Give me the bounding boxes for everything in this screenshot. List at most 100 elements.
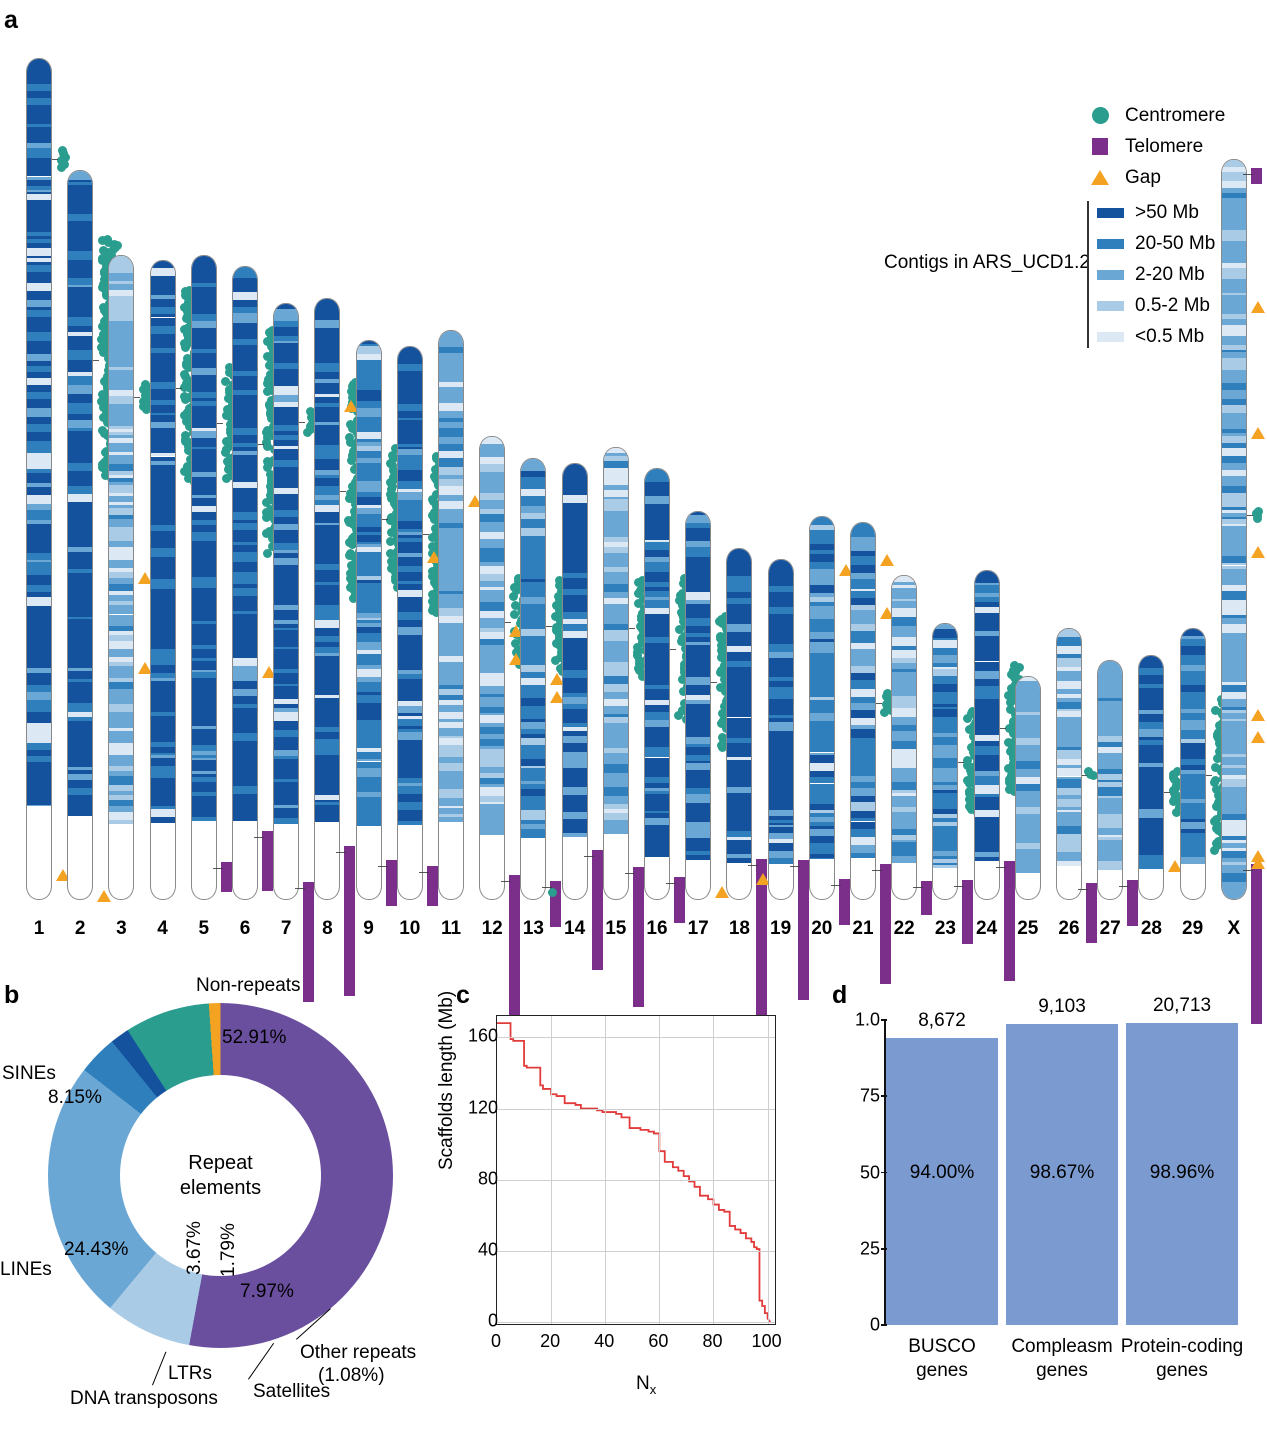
telomere-marker[interactable] xyxy=(262,830,273,891)
contig-band xyxy=(439,806,463,809)
gap-marker[interactable] xyxy=(1250,856,1265,869)
contig-band xyxy=(150,614,175,623)
contig-band xyxy=(150,556,175,563)
gap-marker[interactable] xyxy=(1250,545,1265,558)
telomere-marker[interactable] xyxy=(303,882,315,1003)
contig-band xyxy=(191,692,216,700)
gap-marker[interactable] xyxy=(550,690,565,703)
centromere-dot xyxy=(180,343,190,353)
contig-band xyxy=(1180,680,1205,686)
gap-marker[interactable] xyxy=(344,400,359,413)
centromere-dot xyxy=(389,453,399,463)
contig-band xyxy=(1015,731,1040,738)
telomere-marker[interactable] xyxy=(838,878,850,925)
contig-band xyxy=(1139,713,1164,722)
centromere-dot xyxy=(963,755,973,765)
contig-band xyxy=(68,564,93,567)
contig-band xyxy=(191,306,216,315)
bar-0[interactable] xyxy=(886,1038,998,1325)
gap-marker[interactable] xyxy=(97,890,112,903)
contig-band xyxy=(645,712,669,721)
contig-band xyxy=(974,656,999,662)
centromere-marker[interactable] xyxy=(880,689,897,718)
contig-band xyxy=(1221,230,1246,237)
contig-band xyxy=(1098,691,1123,699)
centromere-dot xyxy=(227,402,237,412)
gap-marker[interactable] xyxy=(880,606,894,619)
gap-marker[interactable] xyxy=(262,665,276,678)
chromosome-label-25: 25 xyxy=(1017,918,1039,939)
centromere-dot xyxy=(1007,693,1017,703)
centromere-leader-line xyxy=(299,422,306,424)
telomere-marker[interactable] xyxy=(1250,864,1262,1025)
gap-marker[interactable] xyxy=(1250,301,1265,314)
gap-marker[interactable] xyxy=(756,872,771,885)
gap-marker[interactable] xyxy=(426,550,441,563)
contig-band xyxy=(68,552,93,561)
centromere-marker[interactable] xyxy=(303,407,320,438)
contig-band xyxy=(150,499,175,507)
contig-band xyxy=(233,565,257,572)
contig-band xyxy=(521,578,546,582)
telomere-marker[interactable] xyxy=(632,866,644,1007)
bar-2[interactable] xyxy=(1126,1023,1238,1325)
telomere-marker[interactable] xyxy=(1127,879,1139,926)
contig-band xyxy=(1098,804,1123,813)
contig-band xyxy=(150,758,175,766)
gap-marker[interactable] xyxy=(715,886,730,899)
telomere-marker[interactable] xyxy=(797,859,809,1000)
gap-marker[interactable] xyxy=(509,624,524,637)
contig-band xyxy=(974,631,999,636)
gap-marker[interactable] xyxy=(56,868,70,881)
telomere-marker[interactable] xyxy=(550,880,562,927)
telomere-marker[interactable] xyxy=(921,881,933,915)
telomere-marker[interactable] xyxy=(509,875,521,1056)
chromosome-body xyxy=(149,260,176,900)
contig-band xyxy=(480,749,505,758)
contig-band xyxy=(1015,744,1040,752)
telomere-marker[interactable] xyxy=(591,850,603,971)
gap-marker[interactable] xyxy=(880,553,894,566)
contig-band xyxy=(274,382,299,386)
bar-1[interactable] xyxy=(1006,1024,1118,1325)
contig-band xyxy=(27,473,51,481)
gap-marker[interactable] xyxy=(468,495,482,507)
contig-band xyxy=(809,822,834,826)
contig-band xyxy=(233,501,257,507)
gap-marker[interactable] xyxy=(509,652,524,665)
contig-band xyxy=(851,746,875,755)
contig-band xyxy=(274,663,299,669)
contig-band xyxy=(851,836,875,845)
gap-marker[interactable] xyxy=(1250,427,1265,440)
contig-band xyxy=(1221,456,1246,464)
contig-band xyxy=(1221,678,1246,682)
telomere-marker[interactable] xyxy=(1250,167,1262,184)
telomere-marker[interactable] xyxy=(220,861,232,892)
telomere-marker[interactable] xyxy=(756,858,768,1024)
gap-marker[interactable] xyxy=(1250,730,1265,743)
gap-marker[interactable] xyxy=(1168,859,1183,872)
centromere-marker[interactable] xyxy=(1251,506,1267,523)
telomere-marker[interactable] xyxy=(344,845,356,996)
telomere-marker[interactable] xyxy=(674,876,685,923)
telomere-marker[interactable] xyxy=(1086,883,1097,944)
gap-marker[interactable] xyxy=(138,661,153,674)
contig-band xyxy=(1221,506,1246,511)
gap-marker[interactable] xyxy=(1250,708,1265,721)
telomere-marker[interactable] xyxy=(1003,861,1015,981)
contig-band xyxy=(68,808,93,817)
telomere-marker[interactable] xyxy=(962,880,974,945)
telomere-marker[interactable] xyxy=(880,863,891,984)
gap-marker[interactable] xyxy=(838,563,853,576)
centromere-marker[interactable] xyxy=(138,379,156,414)
contig-band xyxy=(315,313,340,321)
contig-band xyxy=(27,461,51,469)
contig-band xyxy=(1098,742,1123,747)
contig-band xyxy=(150,381,175,389)
telomere-marker[interactable] xyxy=(426,866,438,907)
telomere-marker[interactable] xyxy=(385,860,397,907)
gap-marker[interactable] xyxy=(138,571,153,584)
contig-band xyxy=(1180,854,1205,858)
centromere-marker[interactable] xyxy=(56,146,72,173)
gap-marker[interactable] xyxy=(550,673,565,685)
